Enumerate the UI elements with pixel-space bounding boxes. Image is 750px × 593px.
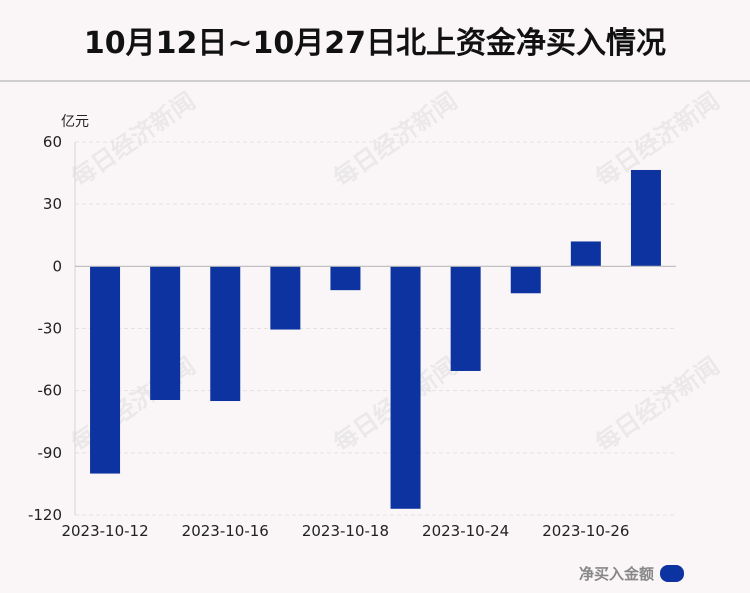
x-tick-label: 2023-10-12	[61, 522, 148, 540]
bar	[630, 169, 661, 267]
bar	[450, 266, 481, 371]
bar	[390, 266, 421, 509]
bar	[270, 266, 301, 330]
bar	[210, 266, 241, 402]
y-tick-label: -120	[28, 506, 62, 524]
bar	[90, 266, 121, 474]
bar	[570, 241, 601, 267]
title-divider	[0, 80, 750, 82]
bar	[330, 266, 361, 291]
x-tick-label: 2023-10-16	[182, 522, 269, 540]
y-tick-label: 30	[43, 195, 62, 213]
y-tick-label: -30	[38, 320, 63, 338]
y-tick-label: -90	[38, 444, 63, 462]
x-tick-label: 2023-10-24	[422, 522, 509, 540]
y-tick-label: 0	[52, 257, 62, 275]
legend: 净买入金额	[579, 563, 684, 584]
chart-title: 10月12日~10月27日北上资金净买入情况	[83, 26, 667, 61]
legend-swatch	[660, 565, 684, 582]
bar	[150, 266, 181, 400]
x-tick-label: 2023-10-26	[542, 522, 629, 540]
legend-label: 净买入金额	[578, 565, 654, 583]
y-tick-label: -60	[38, 382, 63, 400]
y-tick-label: 60	[43, 133, 62, 151]
x-tick-label: 2023-10-18	[302, 522, 389, 540]
y-axis-label: 亿元	[61, 114, 89, 130]
bar	[510, 266, 541, 294]
